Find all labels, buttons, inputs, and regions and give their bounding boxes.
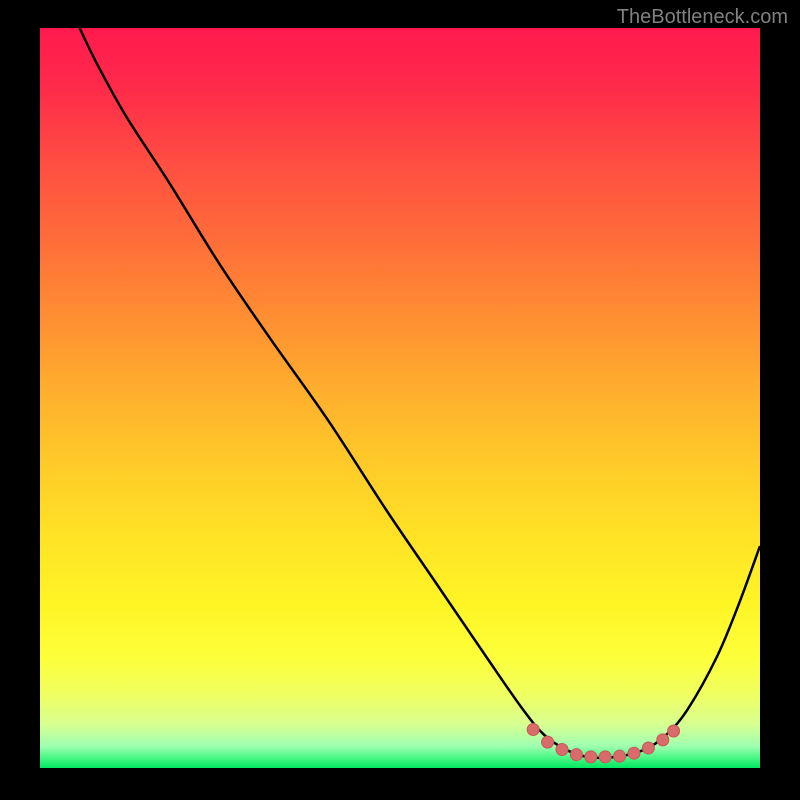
bottleneck-curve [80, 28, 760, 758]
chart-container [40, 28, 760, 768]
curve-overlay [40, 28, 760, 768]
watermark-text: TheBottleneck.com [617, 6, 788, 29]
